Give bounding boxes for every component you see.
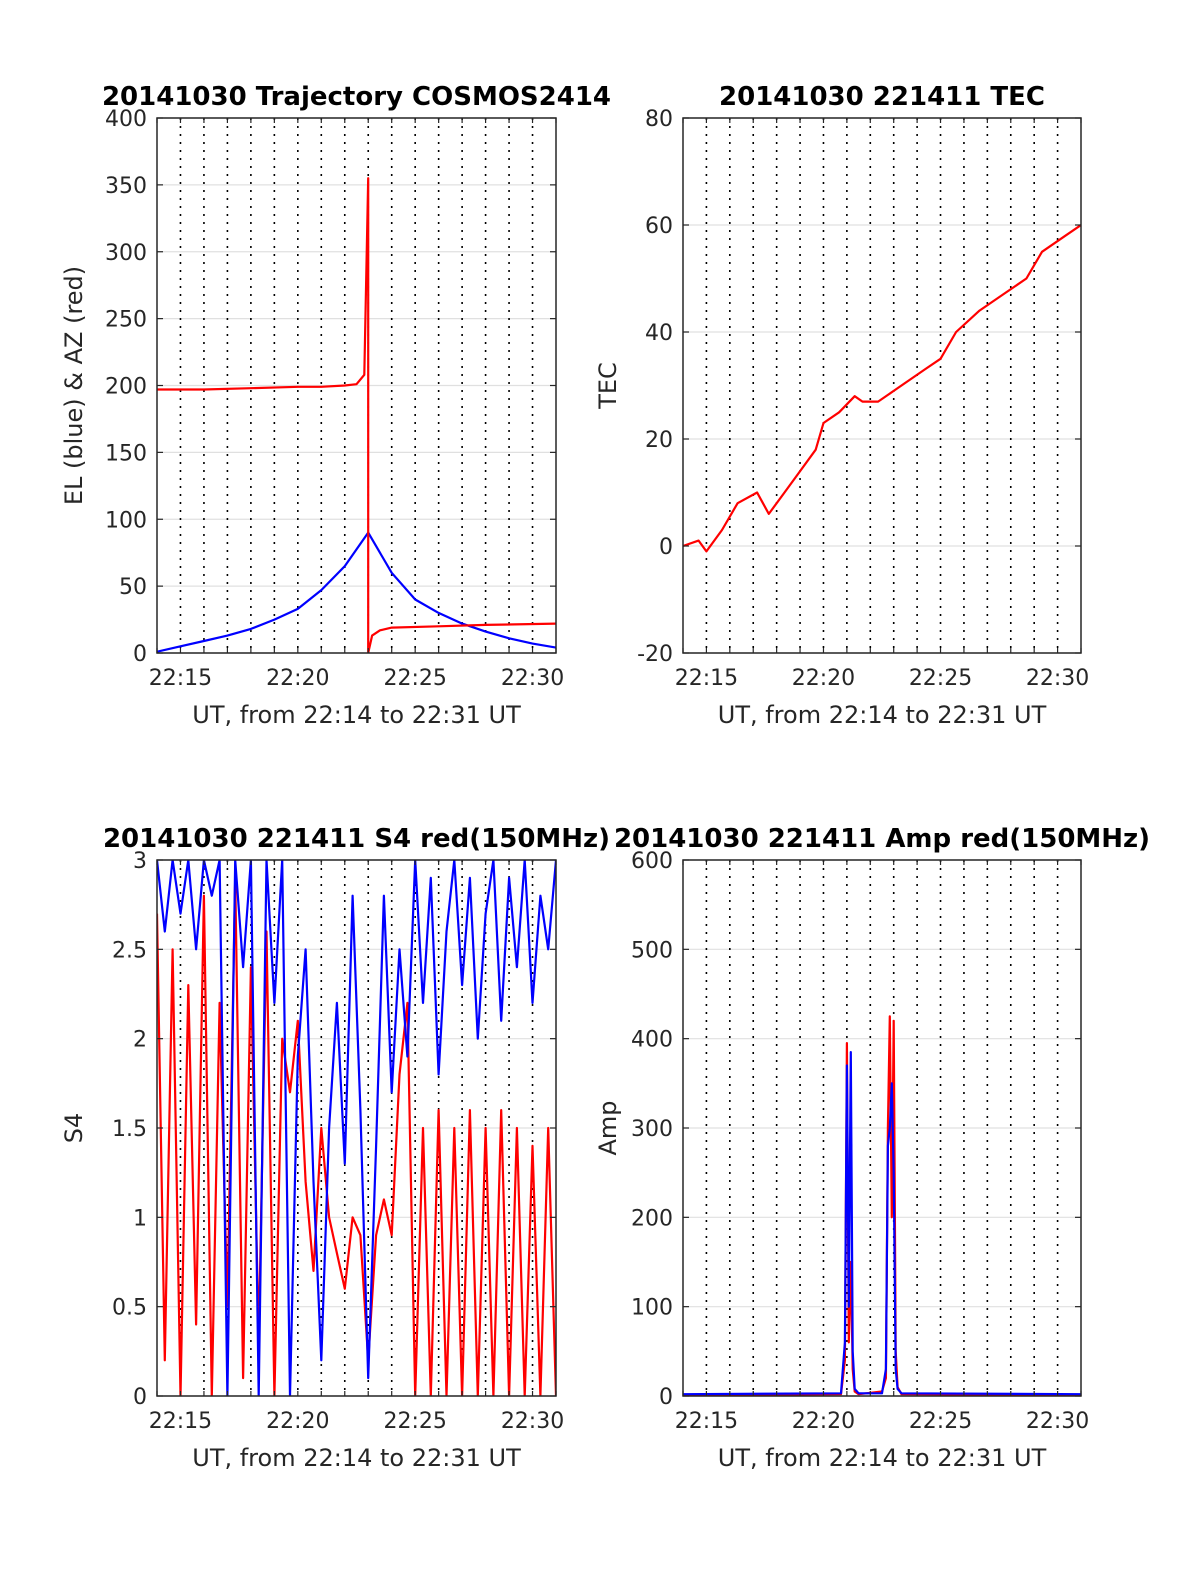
tec-axes-box [682, 117, 1082, 654]
trajectory-y-tick-label: 350 [105, 174, 147, 199]
s4-y-tick-label: 3 [133, 849, 147, 874]
trajectory-x-tick-label: 22:30 [501, 666, 564, 691]
amp-chart: 0 100 200 300 400 500 600 22:15 22:20 22:25 22:30 U… [594, 824, 1150, 1472]
tec-x-tick-label: 22:25 [909, 666, 972, 691]
amp-x-tick-label: 22:15 [675, 1409, 738, 1434]
s4-y-tick-label: 1.5 [112, 1117, 147, 1142]
s4-y-tick-label: 0.5 [112, 1296, 147, 1321]
tec-y-axis-label: TEC [594, 362, 622, 410]
s4-chart: 0 0.5 1 1.5 2 2.5 3 22:15 22:20 22:25 22:30 UT, fro… [60, 824, 610, 1472]
trajectory-series-0-line [157, 531, 556, 653]
amp-x-tick-label: 22:20 [792, 1409, 855, 1434]
amp-y-tick-label: 100 [631, 1296, 673, 1321]
trajectory-y-tick-label: 50 [119, 575, 147, 600]
s4-y-tick-label: 0 [133, 1385, 147, 1410]
amp-y-tick-label: 300 [631, 1117, 673, 1142]
amp-y-tick-label: 200 [631, 1206, 673, 1231]
s4-series-1-line [157, 860, 556, 1396]
tec-y-tick-label: 40 [645, 321, 673, 346]
s4-x-tick-label: 22:20 [266, 1409, 329, 1434]
amp-y-tick-label: 500 [631, 938, 673, 963]
s4-x-tick-label: 22:15 [149, 1409, 212, 1434]
s4-x-tick-label: 22:30 [501, 1409, 564, 1434]
tec-chart: -20 0 20 40 60 80 22:15 22:20 22:25 22:30 UT, from… [594, 82, 1089, 729]
tec-x-axis-label: UT, from 22:14 to 22:31 UT [718, 701, 1047, 729]
trajectory-y-tick-label: 100 [105, 508, 147, 533]
tec-title: 20141030 221411 TEC [719, 82, 1045, 112]
amp-x-axis-label: UT, from 22:14 to 22:31 UT [718, 1444, 1047, 1472]
s4-y-tick-label: 2 [133, 1028, 147, 1053]
tec-y-tick-label: 20 [645, 428, 673, 453]
trajectory-y-tick-label: 250 [105, 308, 147, 333]
s4-y-tick-label: 1 [133, 1206, 147, 1231]
amp-y-tick-label: 600 [631, 849, 673, 874]
s4-y-tick-label: 2.5 [112, 938, 147, 963]
trajectory-y-axis-label: EL (blue) & AZ (red) [60, 266, 88, 505]
amp-x-tick-label: 22:25 [909, 1409, 972, 1434]
trajectory-y-tick-label: 300 [105, 241, 147, 266]
amp-x-tick-label: 22:30 [1026, 1409, 1089, 1434]
s4-x-axis-label: UT, from 22:14 to 22:31 UT [192, 1444, 521, 1472]
trajectory-x-tick-label: 22:15 [149, 666, 212, 691]
trajectory-title: 20141030 Trajectory COSMOS2414 [102, 82, 611, 112]
trajectory-y-tick-label: 200 [105, 375, 147, 400]
tec-x-tick-label: 22:20 [792, 666, 855, 691]
trajectory-series-1-line [157, 177, 556, 653]
tec-y-tick-label: 60 [645, 214, 673, 239]
tec-y-tick-label: -20 [637, 642, 673, 667]
amp-y-axis-label: Amp [594, 1100, 622, 1155]
tec-y-tick-label: 0 [659, 535, 673, 560]
amp-y-tick-label: 400 [631, 1028, 673, 1053]
trajectory-x-tick-label: 22:25 [383, 666, 446, 691]
amp-title: 20141030 221411 Amp red(150MHz) [614, 824, 1150, 854]
tec-x-tick-label: 22:30 [1026, 666, 1089, 691]
s4-y-axis-label: S4 [60, 1113, 88, 1144]
trajectory-chart: 0 50 100 150 200 250 300 350 400 22:15 22:20 22:25 2… [60, 82, 611, 729]
amp-series-1-line [683, 1050, 1081, 1396]
trajectory-x-tick-label: 22:20 [266, 666, 329, 691]
amp-y-tick-label: 0 [659, 1385, 673, 1410]
s4-title: 20141030 221411 S4 red(150MHz) [103, 824, 610, 854]
s4-x-tick-label: 22:25 [383, 1409, 446, 1434]
trajectory-y-tick-label: 400 [105, 107, 147, 132]
trajectory-x-axis-label: UT, from 22:14 to 22:31 UT [192, 701, 521, 729]
tec-series-0-line [683, 224, 1081, 553]
tec-y-tick-label: 80 [645, 107, 673, 132]
trajectory-y-tick-label: 150 [105, 441, 147, 466]
tec-plot-area [683, 118, 1081, 653]
trajectory-y-tick-label: 0 [133, 642, 147, 667]
tec-x-tick-label: 22:15 [675, 666, 738, 691]
